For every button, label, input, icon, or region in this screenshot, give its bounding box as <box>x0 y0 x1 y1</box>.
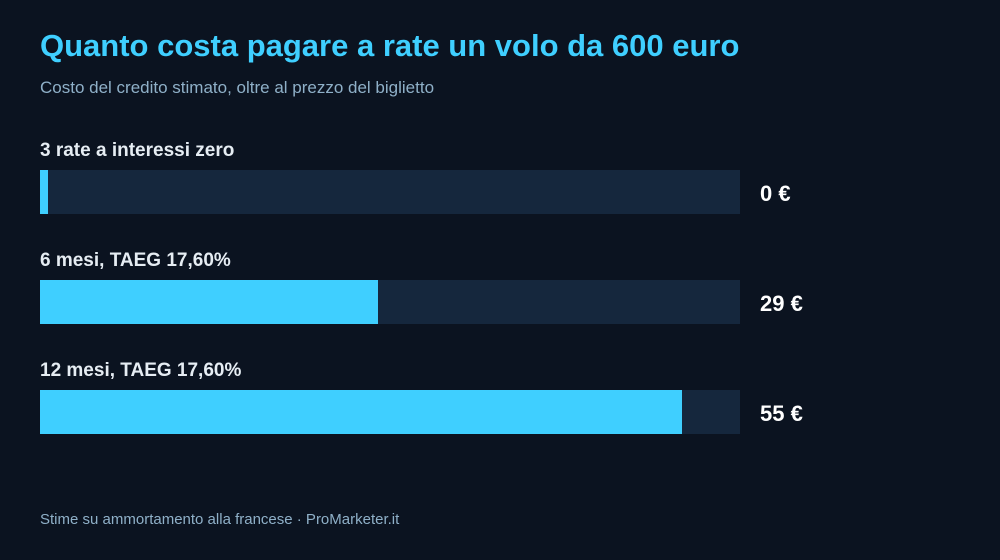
bar-label-2: 12 mesi, TAEG 17,60% <box>40 360 242 381</box>
bar-label-0: 3 rate a interessi zero <box>40 140 235 161</box>
bar-row-0: 3 rate a interessi zero 0 € <box>40 140 940 220</box>
bar-value-2: 55 € <box>760 401 803 426</box>
bar-track-2 <box>40 390 740 434</box>
bar-fill-2 <box>40 390 682 434</box>
chart-title: Quanto costa pagare a rate un volo da 60… <box>40 28 740 63</box>
bar-fill-1 <box>40 280 378 324</box>
bar-value-1: 29 € <box>760 291 803 316</box>
bar-track-1 <box>40 280 740 324</box>
bar-row-1: 6 mesi, TAEG 17,60% 29 € <box>40 250 940 330</box>
chart-subtitle: Costo del credito stimato, oltre al prez… <box>40 78 435 97</box>
bar-label-1: 6 mesi, TAEG 17,60% <box>40 250 231 271</box>
bar-value-0: 0 € <box>760 181 791 206</box>
bar-row-2: 12 mesi, TAEG 17,60% 55 € <box>40 360 940 440</box>
source-footer: Stime su ammortamento alla francese · Pr… <box>40 511 400 528</box>
bar-fill-0 <box>40 170 48 214</box>
bar-track-0 <box>40 170 740 214</box>
